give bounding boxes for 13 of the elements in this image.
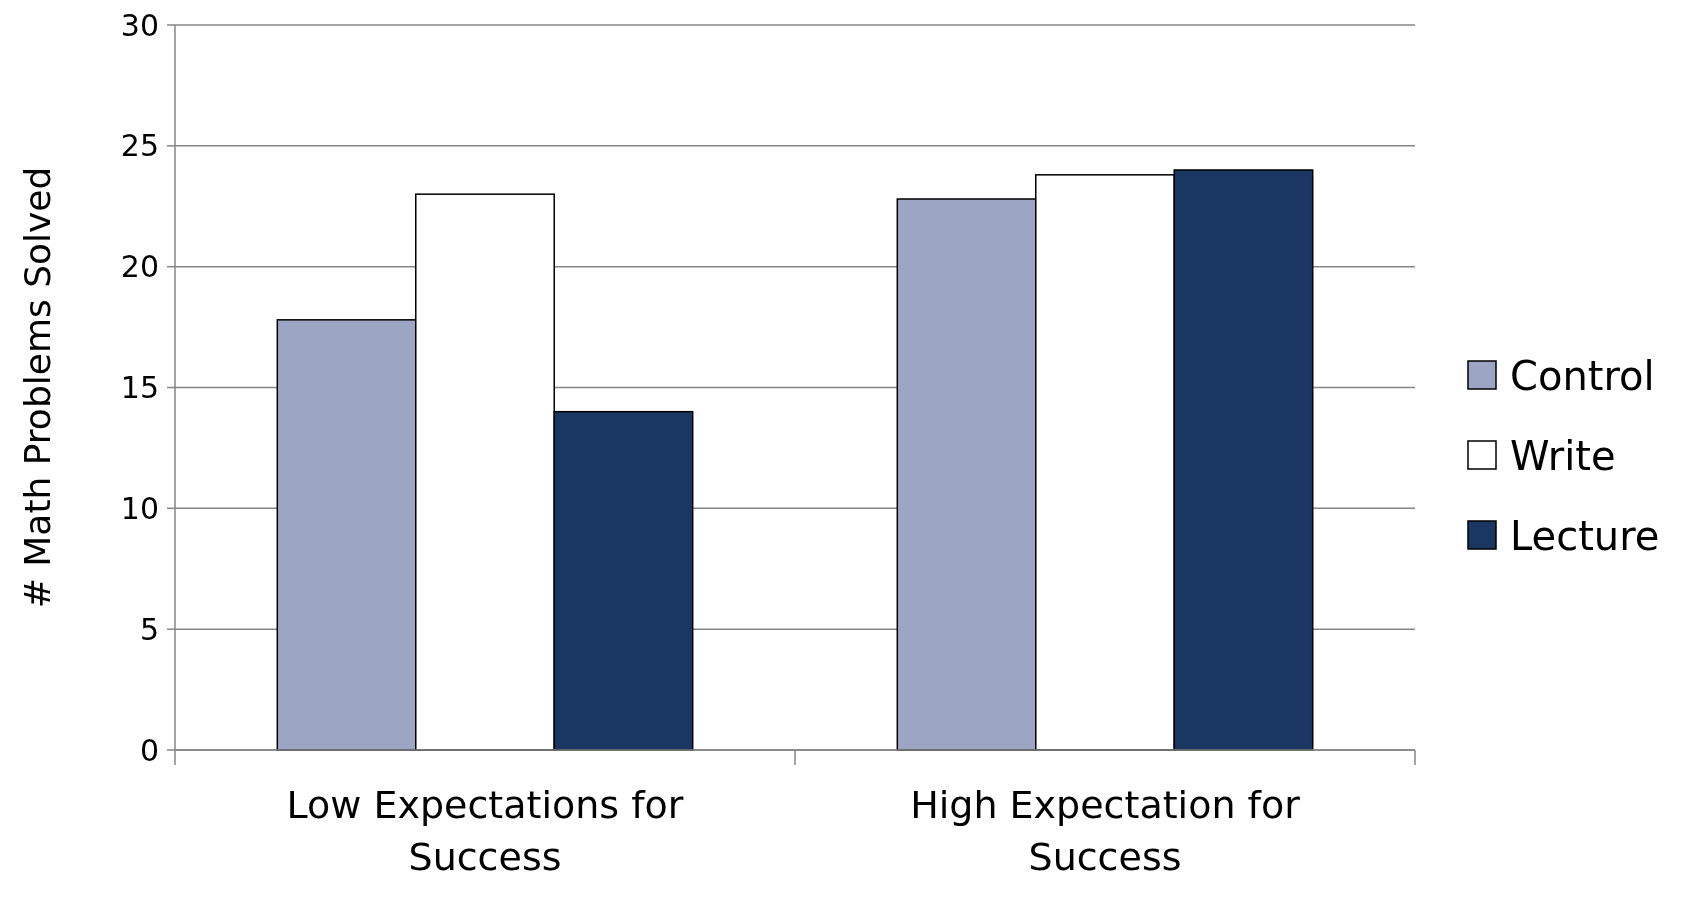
legend-label: Write	[1510, 433, 1616, 479]
y-tick-label: 10	[120, 490, 159, 526]
x-tick-label: Low Expectations for Success	[286, 783, 684, 879]
y-tick-label: 15	[120, 370, 159, 405]
legend-label: Lecture	[1510, 513, 1660, 559]
x-tick-label: High Expectation for Success	[910, 783, 1301, 879]
y-tick-label: 25	[120, 128, 159, 164]
y-tick-label: 5	[139, 611, 159, 647]
y-tick-label: 0	[139, 732, 159, 768]
y-tick-label: 20	[120, 249, 159, 285]
y-axis-title: # Math Problems Solved	[17, 166, 58, 609]
y-tick-label: 30	[120, 7, 159, 43]
legend-label: Control	[1510, 353, 1655, 399]
